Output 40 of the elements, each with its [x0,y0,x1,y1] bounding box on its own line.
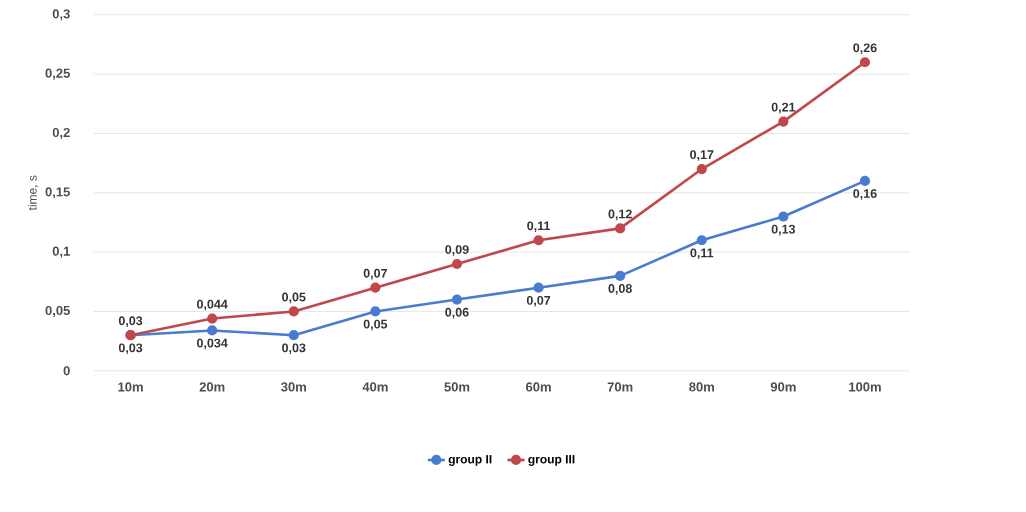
x-tick-label: 100m [849,382,881,392]
y-tick-label: 0,25 [45,68,70,80]
data-label: 0,05 [282,292,306,304]
x-tick-label: 60m [526,382,551,392]
data-label: 0,26 [853,43,877,55]
data-label: 0,06 [445,307,469,319]
y-tick-label: 0,1 [52,246,70,258]
y-tick-label: 0,15 [45,187,70,199]
data-label: 0,03 [282,343,306,355]
data-label: 0,11 [690,248,714,260]
data-label: 0,21 [771,102,796,114]
data-label: 0,16 [853,189,877,200]
y-tick-label: 0,3 [52,9,70,21]
y-tick-label: 0,05 [45,305,70,317]
x-tick-label: 50m [444,382,470,392]
x-tick-label: 70m [607,382,633,392]
y-tick-label: 0 [63,366,70,376]
x-tick-label: 30m [281,382,306,392]
data-label: 0,05 [363,319,388,331]
x-tick-label: 10m [118,382,143,392]
data-label: 0,17 [690,150,714,161]
x-tick-label: 20m [199,382,225,392]
x-tick-label: 90m [770,382,796,392]
data-label: 0,044 [197,299,228,311]
data-label: 0,11 [527,221,551,233]
data-label: 0,03 [118,343,143,355]
data-label: 0,03 [118,316,143,327]
data-label: 0,07 [363,268,387,280]
data-label: 0,12 [608,209,632,221]
data-label: 0,08 [608,284,632,295]
data-label: 0,13 [771,224,796,236]
x-tick-label: 40m [362,382,388,392]
data-label: 0,07 [526,295,551,307]
y-tick-label: 0,2 [52,127,70,139]
data-label: 0,09 [445,245,469,256]
y-axis-title: time, s [27,175,39,211]
x-tick-label: 80m [689,382,714,392]
legend-label: group II [448,455,492,466]
legend-label: group III [528,455,575,466]
data-label: 0,034 [197,338,228,350]
